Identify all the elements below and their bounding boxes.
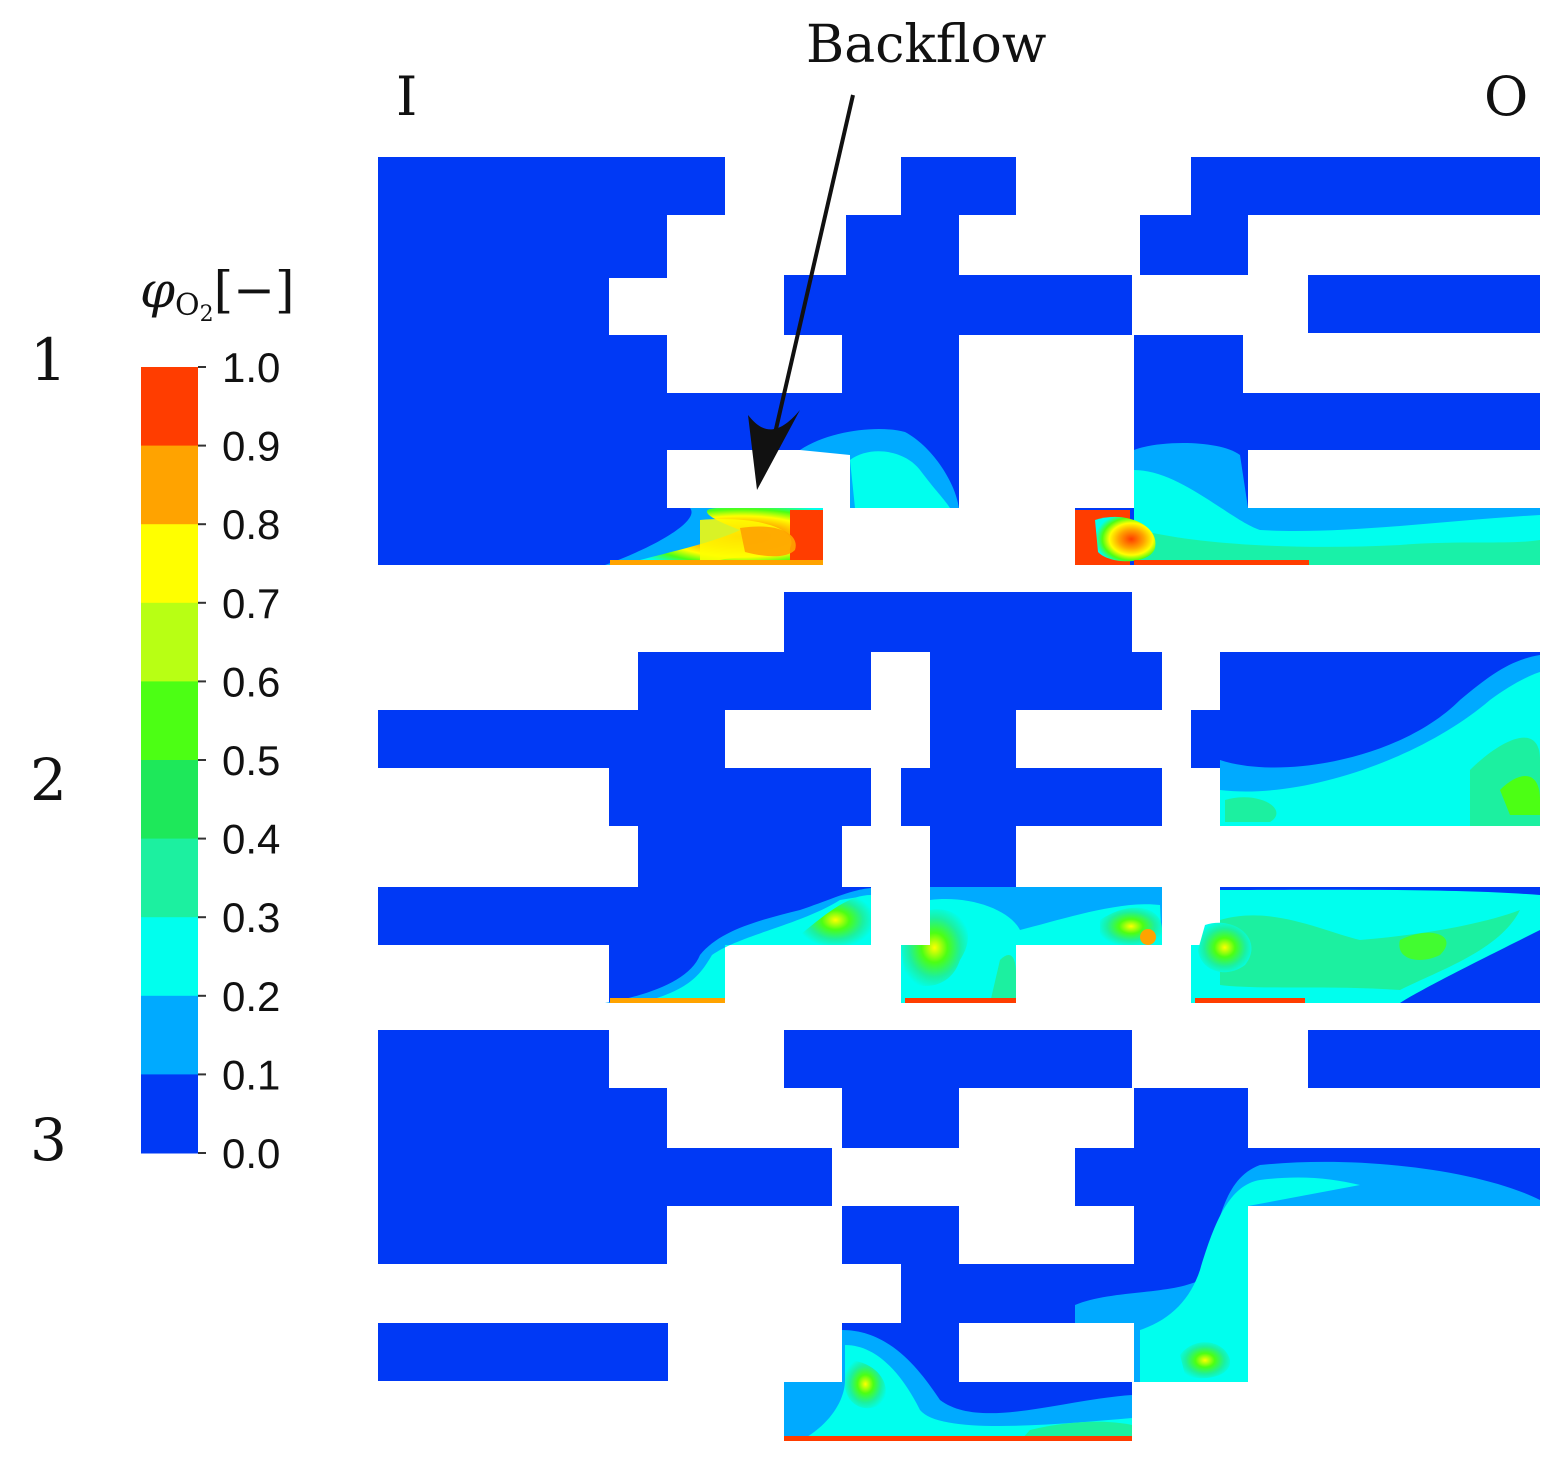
colorbar-tick-label: 0.2 [222,973,280,1020]
oxygen-contour [1140,1177,1360,1382]
colorbar-band [141,838,198,918]
oxygen-contour [850,451,950,508]
oxygen-contour [1198,922,1252,973]
colorbar-title-unit: [−] [214,261,295,319]
oxygen-contour [790,510,823,565]
backflow-label: Backflow [806,15,1046,75]
oxygen-contour [1140,929,1156,945]
colorbar-tick-label: 0.7 [222,580,280,627]
channel-block [378,157,842,565]
colorbar-band [141,995,198,1075]
colorbar-band [141,445,198,525]
channel-block [1140,157,1540,275]
colorbar-bands [141,367,198,1154]
oxygen-contour [905,998,1016,1003]
oxygen-contour [1220,672,1540,826]
colorbar-band [141,760,198,840]
oxygen-contour [740,526,796,557]
channel-block [1308,275,1540,333]
oxygen-contour [1180,1342,1231,1379]
colorbar-band [141,681,198,761]
channel-block [784,1030,1132,1148]
inlet-label: I [396,65,417,128]
oxygen-contour [1500,776,1540,815]
channel-block [784,157,1132,508]
oxygen-contour [610,998,725,1003]
oxygen-contour [901,909,969,986]
channel-block [378,1323,668,1381]
colorbar-band [141,602,198,682]
colorbar-band [141,1074,198,1154]
colorbar-title-subscript: O [175,288,200,323]
oxygen-contour [1225,797,1277,822]
colorbar-title-symbol: φ [140,261,175,319]
colorbar-tick-label: 0.5 [222,737,280,784]
oxygen-contour [1195,998,1305,1003]
colorbar-band [141,367,198,447]
outlet-label: O [1484,65,1528,128]
colorbar-tick-label: 0.8 [222,501,280,548]
oxygen-contour [990,955,1016,1003]
colorbar-tick-label: 0.0 [222,1130,280,1177]
oxygen-contour [845,1360,886,1409]
colorbar-ticks: 1.0 0.9 0.8 0.7 0.6 0.5 0.4 0.3 0.2 0.1 0.0 [198,344,280,1177]
channel-block [638,652,871,768]
flow-field-row-3 [378,1030,1540,1441]
channel-block [378,1030,832,1264]
oxygen-contour [1134,470,1540,565]
backflow-annotation: Backflow [748,15,1046,490]
colorbar-tick-label: 0.3 [222,894,280,941]
oxygen-contour [640,895,871,1003]
row-label-1: 1 [30,326,67,394]
colorbar-title-subindex: 2 [200,302,214,327]
flow-field-row-1 [378,157,1540,565]
colorbar-tick-label: 0.9 [222,423,280,470]
backflow-arrow-head [748,410,800,490]
colorbar-title: φO2[−] [140,261,295,327]
oxygen-contour [1399,932,1447,960]
colorbar-tick-label: 0.1 [222,1051,280,1098]
oxygen-contour [1095,516,1156,562]
colorbar-tick-label: 0.4 [222,816,280,863]
colorbar-tick-label: 0.6 [222,658,280,705]
oxygen-contour [784,1436,1132,1441]
oxygen-contour [901,899,1162,1003]
row-label-2: 2 [30,746,67,814]
colorbar-band [141,524,198,604]
oxygen-contour [1140,530,1540,565]
channel-block [1308,1030,1540,1088]
row-label-3: 3 [30,1106,67,1174]
oxygen-contour [800,895,871,945]
oxygen-contour [800,1345,1132,1441]
oxygen-contour [610,560,823,565]
colorbar-band [141,917,198,997]
oxygen-contour [1134,560,1309,565]
backflow-arrow-line [768,94,855,456]
channel-block [930,768,1162,887]
oxygen-contour [1220,910,1520,990]
colorbar-tick-label: 1.0 [222,344,280,391]
colorbar: φO2[−] 1.0 0.9 0.8 0.7 0.6 0.5 0.4 0.3 0.2 0.1 0.0 [140,261,295,1177]
flow-field-row-2 [378,592,1540,1003]
channel-block [638,768,871,887]
oxygen-contour [605,888,871,1003]
